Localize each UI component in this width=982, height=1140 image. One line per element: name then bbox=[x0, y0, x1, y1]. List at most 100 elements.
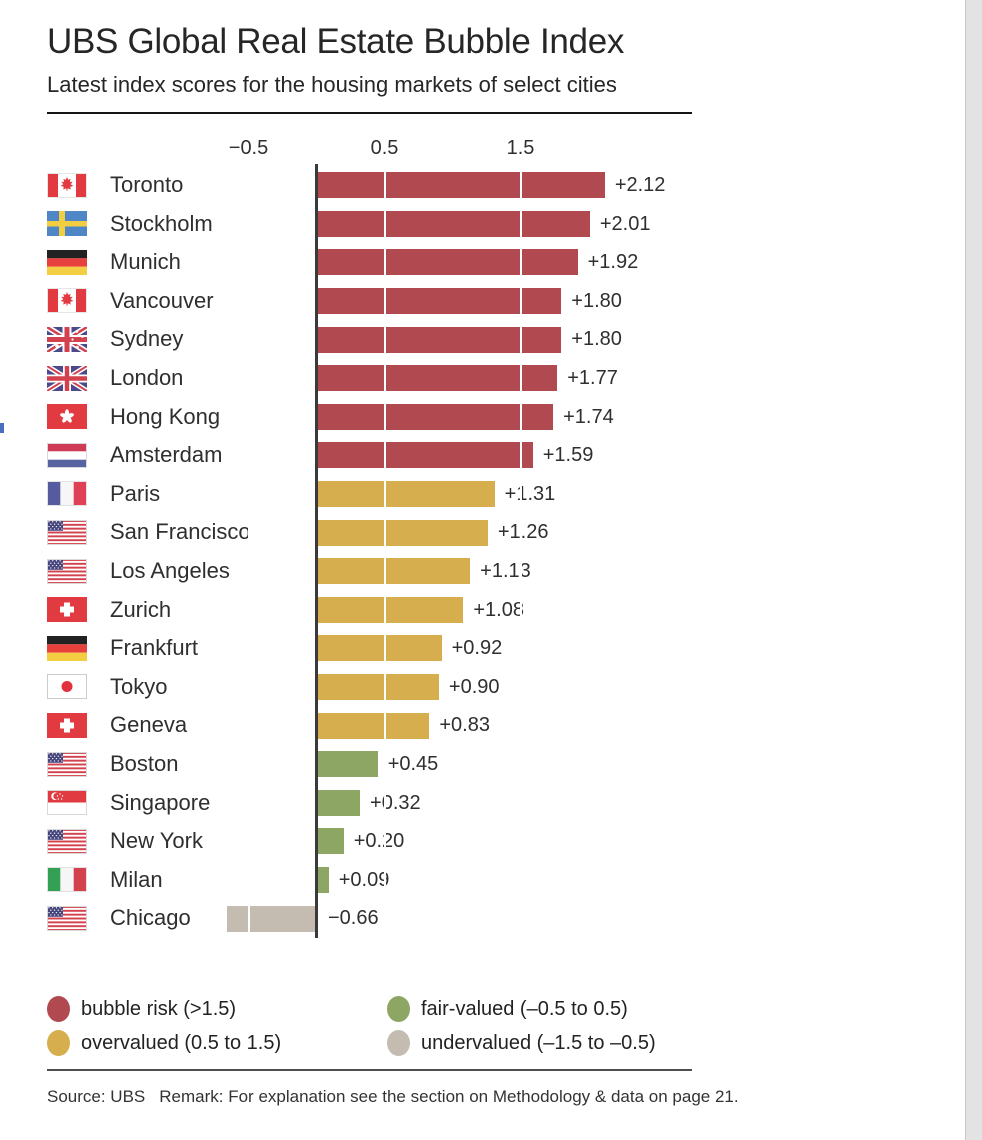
flag-de-icon bbox=[47, 635, 87, 661]
index-value-label: +1.80 bbox=[571, 328, 622, 351]
page-subtitle: Latest index scores for the housing mark… bbox=[47, 72, 617, 97]
city-label: Los Angeles bbox=[110, 558, 230, 583]
index-value-label: +2.01 bbox=[599, 212, 651, 235]
city-row: San Francisco +1.26 bbox=[0, 513, 962, 552]
city-label: Vancouver bbox=[110, 287, 214, 313]
index-value-label: +0.09 bbox=[338, 868, 390, 891]
legend-label: fair-valued (–0.5 to 0.5) bbox=[421, 997, 628, 1020]
city-row: Paris +1.31 bbox=[0, 475, 962, 514]
city-label: Singapore bbox=[110, 789, 211, 815]
legend-item-bubble-risk: bubble risk (>1.5) bbox=[47, 996, 236, 1022]
tick-gridline bbox=[519, 166, 522, 937]
top-divider bbox=[47, 112, 692, 114]
index-value-label: −0.66 bbox=[328, 907, 379, 930]
index-bar bbox=[318, 674, 439, 701]
city-label: Hong Kong bbox=[110, 403, 221, 429]
index-bar bbox=[318, 558, 471, 585]
legend-label: overvalued (0.5 to 1.5) bbox=[81, 1031, 282, 1054]
index-bar bbox=[318, 326, 562, 353]
city-row: Chicago −0.66 bbox=[0, 899, 962, 938]
city-label: Amsterdam bbox=[110, 442, 223, 468]
index-value-label: +2.12 bbox=[614, 174, 666, 196]
city-label: Chicago bbox=[110, 905, 191, 931]
index-bar bbox=[318, 210, 590, 237]
index-bar bbox=[318, 403, 554, 430]
city-label: San Francisco bbox=[110, 519, 251, 545]
flag-us-icon bbox=[47, 751, 87, 777]
remark-text: Remark: For explanation see the section … bbox=[159, 1087, 739, 1106]
flag-us-icon bbox=[47, 519, 87, 545]
index-value-label: +1.08 bbox=[473, 598, 524, 621]
legend-label: bubble risk (>1.5) bbox=[81, 997, 237, 1020]
city-row: Milan +0.09 bbox=[0, 861, 962, 900]
city-label: Stockholm bbox=[110, 210, 213, 236]
index-value-label: +0.90 bbox=[448, 675, 500, 698]
index-value-label: +1.92 bbox=[587, 251, 639, 274]
index-bar bbox=[318, 635, 442, 662]
flag-sg-icon bbox=[47, 790, 87, 816]
index-value-label: +0.92 bbox=[451, 637, 503, 660]
index-value-label: +1.31 bbox=[504, 482, 556, 505]
index-value-label: +1.59 bbox=[542, 444, 594, 467]
legend-swatch-overvalued-icon bbox=[47, 1030, 70, 1056]
city-label: Boston bbox=[110, 751, 179, 776]
city-label: Paris bbox=[110, 480, 161, 506]
flag-it-icon bbox=[47, 867, 87, 893]
city-row: London +1.77 bbox=[0, 359, 962, 398]
flag-ch-icon bbox=[47, 712, 87, 738]
index-bar bbox=[318, 249, 578, 276]
index-bar bbox=[318, 789, 361, 816]
city-label: Munich bbox=[110, 249, 181, 275]
axis-tick-label: 1.5 bbox=[506, 137, 535, 159]
city-row: Sydney +1.80 bbox=[0, 320, 962, 359]
index-value-label: +1.77 bbox=[567, 367, 618, 389]
city-row: Stockholm +2.01 bbox=[0, 205, 962, 244]
scrollbar-track[interactable] bbox=[965, 0, 982, 1140]
city-row: Amsterdam +1.59 bbox=[0, 436, 962, 475]
city-row: Toronto +2.12 bbox=[0, 166, 962, 205]
source-label: Source: UBS bbox=[47, 1087, 146, 1106]
index-value-label: +0.32 bbox=[370, 791, 421, 814]
city-row: Frankfurt +0.92 bbox=[0, 629, 962, 668]
page-title: UBS Global Real Estate Bubble Index bbox=[47, 22, 625, 61]
city-row: Zurich +1.08 bbox=[0, 591, 962, 630]
flag-au-icon bbox=[47, 326, 87, 352]
axis-tick-label: −0.5 bbox=[228, 137, 269, 159]
city-row: Los Angeles +1.13 bbox=[0, 552, 962, 591]
index-value-label: +1.74 bbox=[563, 405, 614, 428]
city-row: New York +0.20 bbox=[0, 822, 962, 861]
index-bar bbox=[318, 828, 344, 855]
flag-gb-icon bbox=[47, 365, 87, 391]
city-label: Geneva bbox=[110, 712, 188, 738]
flag-us-icon bbox=[47, 828, 87, 854]
legend-swatch-bubble-risk-icon bbox=[47, 996, 70, 1022]
legend-swatch-undervalued-icon bbox=[387, 1030, 410, 1056]
city-label: New York bbox=[110, 828, 203, 854]
index-value-label: +1.80 bbox=[571, 289, 622, 312]
city-label: Milan bbox=[110, 866, 163, 892]
axis-tick-label: 0.5 bbox=[370, 137, 399, 159]
city-label: London bbox=[110, 365, 184, 390]
flag-fr-icon bbox=[47, 481, 87, 507]
flag-nl-icon bbox=[47, 442, 87, 468]
index-value-label: +1.13 bbox=[480, 560, 531, 582]
index-value-label: +1.26 bbox=[497, 521, 549, 544]
city-label: Zurich bbox=[110, 596, 172, 622]
bottom-divider bbox=[47, 1069, 692, 1071]
city-row: Tokyo +0.90 bbox=[0, 668, 962, 707]
index-bar bbox=[318, 442, 533, 469]
city-row: Vancouver +1.80 bbox=[0, 282, 962, 321]
city-label: Sydney bbox=[110, 326, 184, 352]
legend-item-overvalued: overvalued (0.5 to 1.5) bbox=[47, 1030, 281, 1056]
flag-us-icon bbox=[47, 905, 87, 931]
flag-us-icon bbox=[47, 558, 87, 584]
city-row: Munich +1.92 bbox=[0, 243, 962, 282]
tick-gridline bbox=[247, 166, 250, 937]
flag-ca-icon bbox=[47, 288, 87, 314]
index-bar bbox=[226, 905, 315, 932]
index-bar bbox=[318, 481, 495, 508]
index-bar bbox=[318, 519, 488, 546]
city-row: Hong Kong +1.74 bbox=[0, 398, 962, 437]
